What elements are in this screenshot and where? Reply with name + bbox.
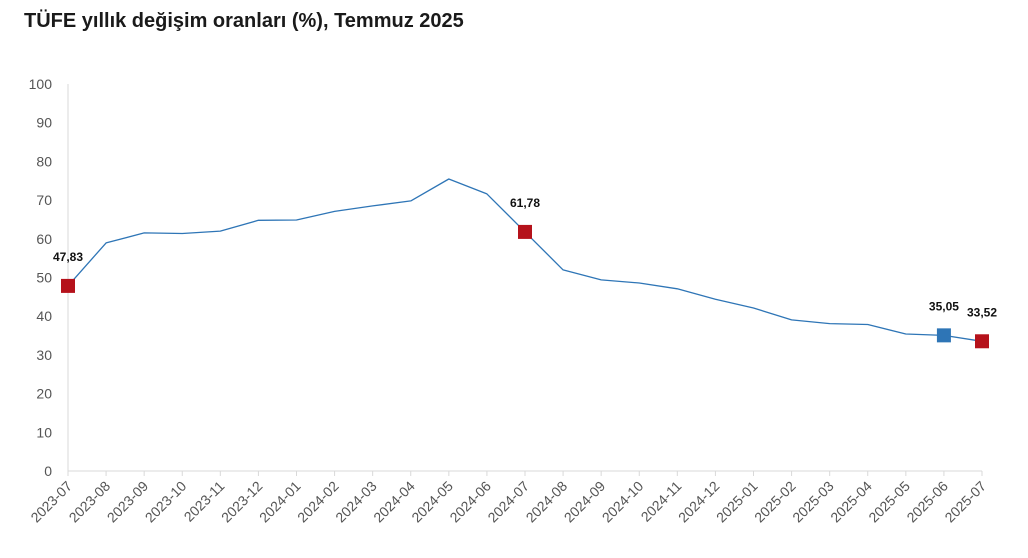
x-tick-label: 2025-07 (941, 478, 989, 526)
y-tick-label: 90 (36, 115, 52, 131)
chart-title: TÜFE yıllık değişim oranları (%), Temmuz… (24, 10, 464, 32)
x-tick-label: 2025-06 (903, 478, 951, 526)
x-tick-label: 2023-07 (27, 478, 75, 526)
highlight-marker (518, 224, 532, 239)
x-tick-label: 2024-06 (446, 478, 494, 526)
y-tick-label: 20 (36, 386, 52, 402)
x-tick-label: 2024-04 (370, 478, 418, 526)
y-tick-label: 30 (36, 347, 52, 363)
x-tick-label: 2024-07 (484, 478, 532, 526)
y-axis: 0 10 20 30 40 50 60 70 80 90 100 (29, 76, 69, 479)
y-tick-label: 60 (36, 231, 52, 247)
x-tick-label: 2023-12 (218, 478, 266, 526)
y-tick-label: 50 (36, 270, 52, 286)
x-tick-label: 2025-05 (865, 478, 913, 526)
highlight-marker (936, 328, 951, 343)
x-tick-label: 2023-09 (104, 478, 152, 526)
x-tick-label: 2025-02 (751, 478, 799, 526)
x-tick-label: 2024-09 (561, 478, 609, 526)
y-tick-label: 0 (44, 463, 52, 479)
x-tick-label: 2024-08 (523, 478, 571, 526)
x-tick-label: 2024-02 (294, 478, 342, 526)
x-axis: 2023-072023-082023-092023-102023-112023-… (27, 470, 989, 526)
data-labels: 47,83 61,78 35,05 33,52 (53, 196, 997, 319)
x-tick-label: 2023-10 (142, 478, 190, 526)
highlight-marker (975, 334, 989, 349)
y-tick-label: 10 (36, 424, 52, 440)
x-tick-label: 2025-03 (789, 478, 837, 526)
data-label: 35,05 (929, 299, 959, 313)
y-tick-label: 80 (36, 153, 52, 169)
x-tick-label: 2023-08 (66, 478, 114, 526)
highlight-markers (61, 224, 989, 349)
x-tick-label: 2025-04 (827, 478, 875, 526)
data-label: 47,83 (53, 250, 83, 264)
highlight-marker (61, 278, 75, 293)
y-tick-label: 100 (29, 76, 53, 92)
x-tick-label: 2024-01 (256, 478, 304, 526)
x-tick-label: 2024-05 (408, 478, 456, 526)
data-label: 33,52 (967, 305, 997, 319)
x-tick-label: 2024-03 (332, 478, 380, 526)
x-tick-label: 2025-01 (713, 478, 761, 526)
x-tick-label: 2024-10 (599, 478, 647, 526)
data-label: 61,78 (510, 196, 540, 210)
x-tick-label: 2024-12 (675, 478, 723, 526)
y-tick-label: 40 (36, 308, 52, 324)
y-tick-label: 70 (36, 192, 52, 208)
